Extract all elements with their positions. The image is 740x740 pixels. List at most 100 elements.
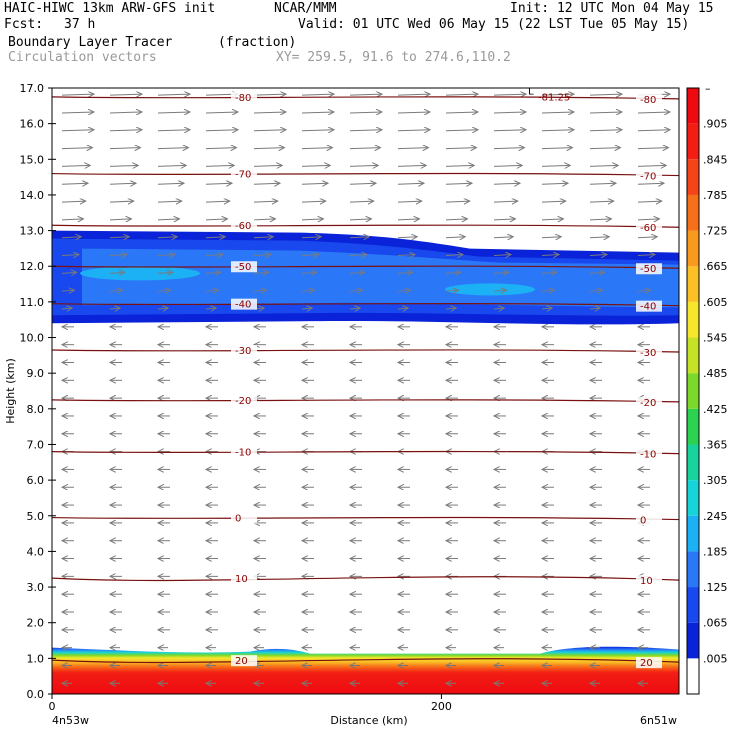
contour-label: -10 — [640, 450, 656, 461]
wind-vector — [349, 130, 382, 131]
wind-vector — [109, 183, 136, 184]
wind-vector — [445, 219, 468, 220]
contour-label: -30 — [235, 346, 251, 357]
wind-vector — [109, 237, 129, 238]
contour-line — [52, 516, 679, 521]
wind-vector — [157, 183, 184, 184]
y-tick-label: 1.0 — [27, 652, 45, 665]
wind-vector — [253, 148, 285, 149]
contour-label: 10 — [235, 574, 248, 585]
wind-vector — [349, 290, 363, 291]
colorbar-label: .845 — [703, 153, 728, 166]
wind-vector — [397, 130, 430, 131]
colorbar-label: .725 — [703, 225, 728, 238]
wind-vector — [493, 183, 520, 184]
x-axis-title: Distance (km) — [330, 714, 407, 727]
contour-label: -80 — [235, 93, 251, 104]
wind-vector — [349, 308, 360, 309]
contour-label: 0 — [235, 514, 241, 525]
colorbar-label: .305 — [703, 474, 728, 487]
boundary-layer — [52, 646, 679, 694]
contour-label: -30 — [640, 348, 656, 359]
wind-vector — [61, 183, 88, 184]
contour-line — [52, 349, 679, 353]
wind-vector — [397, 165, 426, 166]
colorbar-label: .485 — [703, 367, 728, 380]
wind-vector — [589, 183, 616, 184]
wind-vector — [109, 272, 125, 273]
wind-vector — [349, 255, 367, 256]
wind-vector — [493, 255, 511, 256]
temperature-contours: -80 -80 -81.25 L -70 -70 -60 -60 -50 -50 -40 -40 -30… — [52, 88, 679, 669]
wind-vector — [349, 165, 378, 166]
contour-line — [52, 399, 679, 403]
wind-vector — [397, 112, 430, 113]
wind-vector — [205, 237, 225, 238]
wind-vector — [157, 237, 177, 238]
wind-vector — [493, 94, 526, 95]
contour-label: 10 — [640, 576, 653, 587]
wind-vector — [205, 148, 237, 149]
wind-vector — [349, 237, 369, 238]
wind-vector — [109, 112, 142, 113]
wind-vector — [61, 308, 72, 309]
wind-vector — [109, 148, 141, 149]
wind-vector — [445, 165, 474, 166]
colorbar-swatch — [687, 622, 699, 659]
wind-vector — [445, 237, 465, 238]
wind-vector — [301, 183, 328, 184]
wind-vector — [253, 165, 282, 166]
wind-vector — [349, 112, 382, 113]
colorbar-swatch — [687, 551, 699, 588]
outflow-core-right — [445, 283, 535, 296]
wind-vector — [493, 219, 516, 220]
wind-vector — [589, 201, 614, 202]
contour-label-bg — [636, 514, 662, 526]
colorbar-swatch — [687, 587, 699, 623]
organization: NCAR/MMM — [274, 1, 337, 16]
wind-vector — [157, 165, 186, 166]
wind-vector — [109, 94, 142, 95]
wind-vector — [205, 272, 221, 273]
wind-vector — [637, 201, 662, 202]
colorbar-label: .605 — [703, 296, 728, 309]
x-axis-left-end: 4n53w — [52, 714, 89, 727]
wind-vector — [301, 272, 317, 273]
wind-vector — [637, 130, 670, 131]
contour-label-bg — [636, 222, 662, 234]
wind-vector — [589, 130, 622, 131]
wind-vector — [637, 112, 670, 113]
wind-vector — [349, 183, 376, 184]
colorbar-label: .125 — [703, 581, 728, 594]
wind-vector — [493, 272, 509, 273]
y-tick-label: 16.0 — [20, 118, 45, 131]
wind-vector — [253, 94, 286, 95]
wind-vector — [301, 201, 326, 202]
contour-label: -40 — [235, 300, 251, 311]
wind-vector — [493, 148, 525, 149]
wind-vector — [397, 308, 408, 309]
wind-vector — [301, 165, 330, 166]
contour-label-bg — [231, 512, 257, 524]
wind-vector — [637, 219, 660, 220]
y-tick-label: 11.0 — [20, 296, 45, 309]
colorbar-swatch — [687, 230, 699, 267]
wind-vector — [109, 308, 120, 309]
wind-vector — [637, 148, 669, 149]
wind-vector — [109, 290, 123, 291]
wind-vector — [589, 165, 618, 166]
contour-label: 0 — [640, 516, 646, 527]
wind-vector — [541, 308, 552, 309]
contour-label-bg — [636, 396, 662, 408]
wind-vector — [205, 165, 234, 166]
colorbar-swatch — [687, 658, 699, 694]
wind-vector — [589, 148, 621, 149]
contour-label-bg — [231, 91, 257, 103]
wind-vector — [109, 219, 132, 220]
y-tick-label: 13.0 — [20, 225, 45, 238]
wind-vector — [253, 219, 276, 220]
wind-vector — [541, 201, 566, 202]
contour-label-bg — [231, 573, 257, 585]
colorbar-label: .905 — [703, 118, 728, 131]
wind-vector — [637, 183, 664, 184]
